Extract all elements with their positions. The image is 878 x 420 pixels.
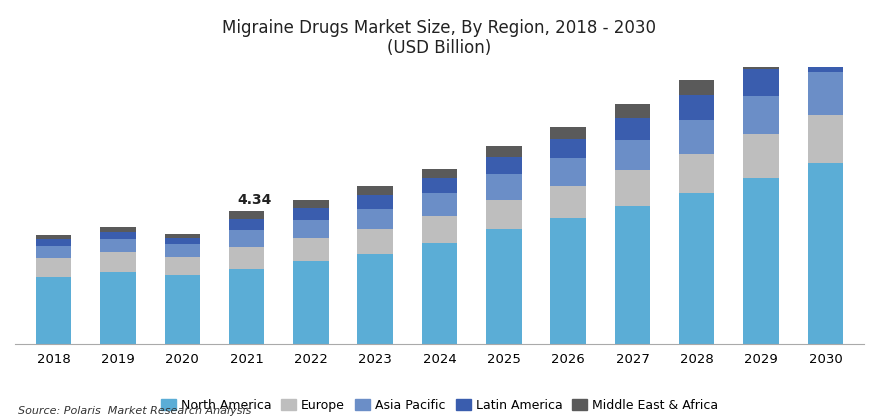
- Bar: [550, 218, 585, 344]
- Bar: [164, 257, 199, 275]
- Bar: [421, 194, 457, 215]
- Bar: [807, 163, 842, 344]
- Bar: [743, 96, 778, 134]
- Bar: [100, 239, 135, 252]
- Text: Source: Polaris  Market Research Analysis: Source: Polaris Market Research Analysis: [18, 406, 251, 416]
- Bar: [100, 232, 135, 239]
- Bar: [807, 72, 842, 115]
- Bar: [807, 115, 842, 163]
- Bar: [293, 200, 328, 208]
- Bar: [164, 234, 199, 238]
- Bar: [679, 120, 714, 154]
- Bar: [421, 168, 457, 178]
- Bar: [293, 220, 328, 238]
- Bar: [743, 52, 778, 69]
- Bar: [100, 272, 135, 344]
- Bar: [228, 247, 264, 269]
- Bar: [550, 186, 585, 218]
- Bar: [357, 229, 392, 254]
- Bar: [228, 211, 264, 219]
- Bar: [228, 231, 264, 247]
- Bar: [293, 208, 328, 220]
- Bar: [743, 134, 778, 178]
- Bar: [228, 219, 264, 231]
- Bar: [679, 154, 714, 194]
- Bar: [550, 158, 585, 186]
- Bar: [164, 275, 199, 344]
- Bar: [807, 42, 842, 72]
- Bar: [679, 80, 714, 95]
- Legend: North America, Europe, Asia Pacific, Latin America, Middle East & Africa: North America, Europe, Asia Pacific, Lat…: [156, 395, 722, 415]
- Bar: [421, 215, 457, 243]
- Bar: [36, 277, 71, 344]
- Bar: [486, 229, 521, 344]
- Bar: [807, 23, 842, 42]
- Bar: [36, 246, 71, 258]
- Bar: [614, 139, 650, 171]
- Bar: [614, 104, 650, 118]
- Bar: [486, 146, 521, 158]
- Bar: [36, 239, 71, 246]
- Text: 4.34: 4.34: [237, 193, 271, 207]
- Bar: [614, 171, 650, 206]
- Bar: [228, 269, 264, 344]
- Bar: [486, 174, 521, 199]
- Bar: [679, 194, 714, 344]
- Bar: [421, 178, 457, 194]
- Bar: [486, 158, 521, 174]
- Bar: [293, 261, 328, 344]
- Bar: [357, 209, 392, 229]
- Bar: [486, 200, 521, 229]
- Bar: [550, 139, 585, 158]
- Bar: [743, 178, 778, 344]
- Title: Migraine Drugs Market Size, By Region, 2018 - 2030
(USD Billion): Migraine Drugs Market Size, By Region, 2…: [222, 18, 656, 57]
- Bar: [36, 235, 71, 239]
- Bar: [421, 243, 457, 344]
- Bar: [357, 254, 392, 344]
- Bar: [164, 238, 199, 244]
- Bar: [100, 252, 135, 272]
- Bar: [679, 95, 714, 120]
- Bar: [164, 244, 199, 257]
- Bar: [614, 118, 650, 139]
- Bar: [357, 186, 392, 195]
- Bar: [36, 258, 71, 277]
- Bar: [100, 227, 135, 232]
- Bar: [357, 195, 392, 209]
- Bar: [550, 127, 585, 139]
- Bar: [743, 69, 778, 96]
- Bar: [293, 238, 328, 261]
- Bar: [614, 206, 650, 344]
